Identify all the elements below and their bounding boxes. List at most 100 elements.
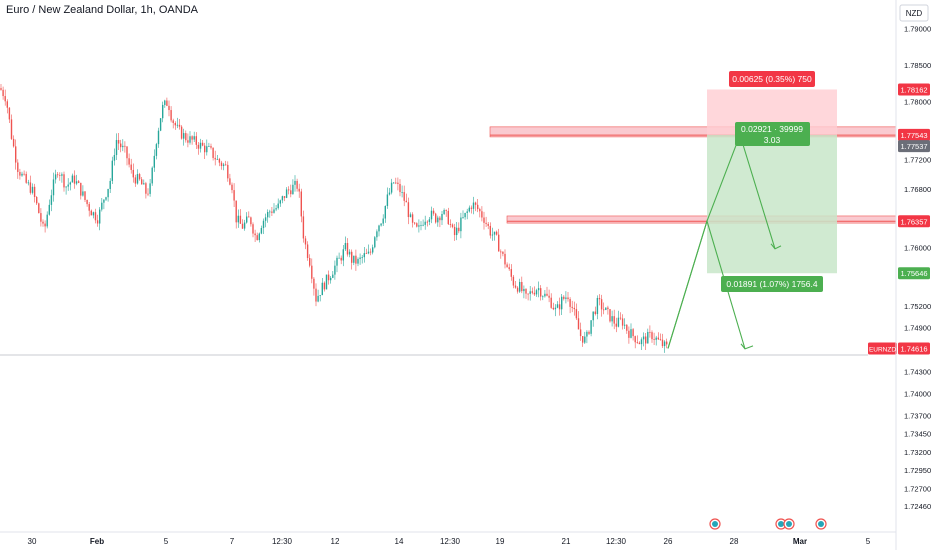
time-tick-label: 5: [164, 537, 169, 546]
candle-body: [269, 211, 271, 213]
candle-body: [460, 217, 462, 232]
candle-body: [338, 257, 340, 259]
candle-body: [611, 316, 613, 322]
candle-body: [92, 212, 95, 216]
candle-body: [75, 181, 78, 184]
candle-body: [405, 200, 407, 203]
candle-body: [351, 251, 353, 263]
candle-body: [17, 162, 19, 172]
candle-body: [531, 291, 533, 293]
candle-body: [254, 233, 256, 236]
event-marker-dot: [818, 521, 824, 527]
candle-body: [0, 88, 2, 90]
candle-body: [174, 122, 176, 126]
candle-body: [80, 182, 82, 196]
candle-body: [180, 126, 183, 139]
price-tick-label: 1.74000: [904, 389, 931, 398]
price-tick-label: 1.73200: [904, 448, 931, 457]
candle-body: [363, 253, 365, 258]
candle-body: [294, 180, 296, 185]
candle-body: [651, 332, 653, 340]
candle-body: [447, 210, 449, 225]
candle-body: [617, 317, 620, 327]
price-tick-label: 1.77200: [904, 156, 931, 165]
take-profit-label: 0.01891 (1.07%) 1756.4: [726, 279, 817, 289]
candle-body: [36, 197, 38, 204]
candle-body: [414, 222, 416, 224]
candle-body: [172, 120, 174, 123]
time-axis[interactable]: 30 Feb 5 7 12:30 12 14 12:30 19 21 12:30 26 28 Mar 5: [28, 537, 871, 546]
candle-body: [649, 331, 651, 333]
candle-body: [495, 231, 498, 235]
price-axis[interactable]: 1.79000 1.78500 1.78000 1.77200 1.76800 1.760…: [904, 24, 931, 511]
candle-body: [191, 136, 193, 140]
event-markers[interactable]: [709, 518, 827, 530]
candle-body: [162, 104, 164, 119]
candle-body: [204, 145, 206, 153]
candle-body: [105, 197, 107, 200]
candle-body: [176, 124, 179, 126]
candle-body: [126, 146, 128, 159]
candle-body: [33, 186, 36, 198]
candle-body: [122, 145, 124, 148]
currency-badge[interactable]: [899, 4, 929, 22]
candle-body: [468, 207, 470, 212]
candle-body: [592, 311, 594, 321]
take-profit-label-box: [721, 276, 823, 292]
candle-body: [365, 253, 368, 254]
candle-body: [615, 323, 617, 327]
candle-body: [376, 231, 378, 238]
candle-body: [435, 213, 437, 223]
candle-body: [225, 164, 227, 166]
candle-body: [292, 184, 294, 195]
candle-body: [609, 309, 611, 322]
candle-body: [132, 169, 134, 178]
symbol-badge: EURNZD: [869, 346, 896, 353]
candle-body: [638, 342, 641, 345]
candle-body: [23, 173, 25, 175]
candle-body: [138, 174, 141, 180]
stop-loss-label: 0.00625 (0.35%) 750: [732, 74, 812, 84]
candle-body: [50, 195, 53, 205]
candle-body: [546, 293, 548, 296]
candle-body: [300, 191, 302, 217]
time-tick-label: 5: [866, 537, 871, 546]
time-tick-label: 12:30: [440, 537, 461, 546]
candle-body: [315, 288, 317, 302]
candle-body: [430, 210, 433, 220]
candle-body: [197, 144, 200, 149]
candle-body: [57, 174, 59, 176]
price-tick-label: 1.74900: [904, 324, 931, 333]
candle-body: [6, 101, 8, 108]
candle-body: [506, 264, 508, 268]
candle-body: [273, 209, 275, 213]
candle-body: [264, 217, 267, 221]
time-tick-label: 12: [331, 537, 340, 546]
stop-loss-label-box: [729, 71, 815, 87]
candle-body: [565, 297, 567, 299]
candle-body: [124, 145, 126, 147]
candle-body: [222, 164, 225, 166]
candle-body: [355, 255, 357, 264]
candle-body: [235, 200, 237, 223]
zone1-bottom-badge-box: [898, 140, 930, 153]
candle-body: [500, 251, 502, 253]
candle-body: [214, 157, 216, 160]
candle-body: [189, 136, 191, 143]
candle-body: [420, 225, 422, 226]
zone2-badge-box: [898, 215, 930, 228]
zone1-top-badge-box: [898, 128, 930, 141]
candle-body: [653, 339, 655, 340]
price-tick-label: 1.78000: [904, 97, 931, 106]
candle-body: [147, 193, 149, 195]
time-tick-label: 21: [562, 537, 571, 546]
time-tick-label: 19: [496, 537, 505, 546]
candle-body: [586, 331, 588, 337]
candle-body: [344, 242, 347, 250]
candle-body: [422, 224, 424, 226]
candle-body: [170, 110, 172, 121]
candle-body: [21, 173, 23, 176]
candle-body: [218, 158, 221, 163]
candle-body: [596, 298, 599, 315]
